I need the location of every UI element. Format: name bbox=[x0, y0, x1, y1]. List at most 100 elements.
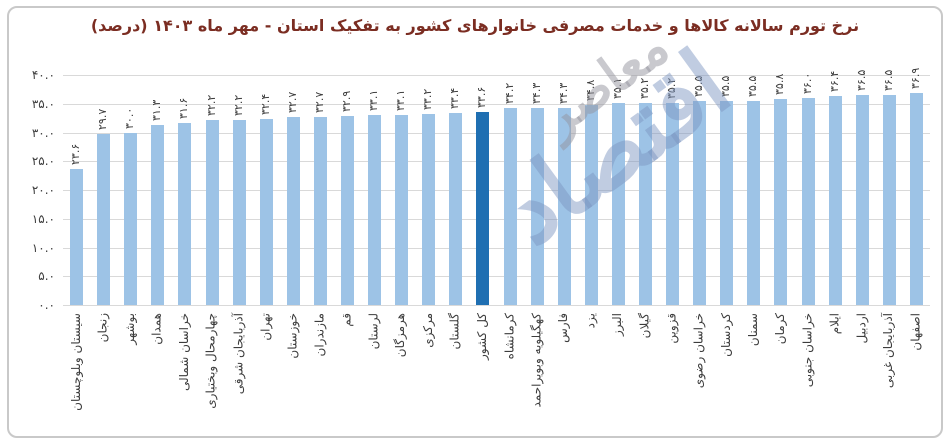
x-axis-label: زنجان bbox=[95, 313, 110, 343]
bar bbox=[855, 95, 869, 305]
bar bbox=[178, 123, 192, 305]
bar bbox=[584, 104, 598, 305]
bar bbox=[693, 100, 707, 305]
bar bbox=[530, 107, 544, 305]
bar bbox=[503, 108, 517, 305]
bar bbox=[557, 107, 571, 305]
bar bbox=[368, 114, 382, 305]
bar-value-label: ۳۰.۰ bbox=[123, 107, 137, 129]
bar-value-label: ۳۵.۵ bbox=[746, 75, 760, 97]
bar-value-label: ۲۹.۷ bbox=[96, 108, 110, 131]
bar-value-label: ۳۶.۴ bbox=[827, 70, 841, 92]
bar-value-label: ۳۵.۵ bbox=[692, 75, 706, 97]
x-axis-label: تهران bbox=[258, 313, 273, 341]
bar bbox=[205, 119, 219, 305]
bar bbox=[232, 119, 246, 305]
gridline bbox=[63, 103, 930, 105]
x-axis-label: سیستان وبلوچستان bbox=[68, 313, 83, 411]
bar-value-label: ۳۶.۵ bbox=[854, 69, 868, 92]
bar bbox=[611, 103, 625, 305]
x-axis-label: فارس bbox=[556, 313, 571, 343]
bar-value-label: ۳۴.۲ bbox=[502, 83, 516, 105]
y-axis-tick-label: ۰.۰ bbox=[38, 298, 55, 312]
bar bbox=[666, 102, 680, 305]
bar-value-label: ۳۱.۳ bbox=[150, 99, 164, 122]
bar-value-label: ۳۲.۴ bbox=[258, 93, 272, 115]
gridline bbox=[63, 75, 930, 76]
bar-value-label: ۲۳.۶ bbox=[69, 144, 83, 166]
x-axis-label: یزد bbox=[583, 313, 598, 329]
bar-value-label: ۳۲.۲ bbox=[204, 94, 218, 116]
bar-value-label: ۳۶.۰ bbox=[800, 72, 814, 94]
x-axis-label: قم bbox=[339, 313, 354, 327]
bar bbox=[151, 125, 165, 305]
bar bbox=[639, 102, 653, 305]
x-axis-label: بوشهر bbox=[122, 313, 137, 345]
bar-value-label: ۳۶.۹ bbox=[908, 67, 922, 89]
x-axis-label: اصفهان bbox=[908, 313, 923, 351]
x-axis-label: خراسان رضوی bbox=[691, 313, 706, 389]
x-axis-label: لرستان bbox=[366, 313, 381, 350]
x-axis-label: گیلان bbox=[637, 313, 652, 339]
x-axis-label: مازندران bbox=[312, 313, 327, 357]
y-axis-tick-label: ۵.۰ bbox=[38, 269, 55, 284]
bar-value-label: ۳۵.۸ bbox=[773, 73, 787, 96]
x-axis-label: البرز bbox=[610, 313, 625, 337]
bar bbox=[286, 116, 300, 305]
x-axis-label: ایلام bbox=[827, 313, 842, 335]
bar bbox=[70, 169, 84, 305]
bar-value-label: ۳۴.۳ bbox=[556, 82, 570, 104]
bar bbox=[801, 98, 815, 305]
bar bbox=[340, 115, 354, 305]
gridline bbox=[63, 190, 930, 191]
bar-value-label: ۳۱.۶ bbox=[177, 98, 191, 120]
bar-value-label: ۳۴.۳ bbox=[529, 82, 543, 104]
bar-value-label: ۳۲.۹ bbox=[339, 90, 353, 112]
bar-value-label: ۳۴.۸ bbox=[583, 79, 597, 101]
bar bbox=[909, 92, 923, 305]
gridline bbox=[63, 276, 930, 278]
bar-value-label: ۳۳.۱ bbox=[394, 89, 408, 111]
x-axis-label: مرکزی bbox=[420, 313, 435, 348]
x-axis-label: اردبیل bbox=[854, 313, 869, 344]
bar-value-label: ۳۶.۵ bbox=[881, 69, 895, 92]
bar-value-label: ۳۵.۱ bbox=[610, 77, 624, 100]
bar bbox=[828, 95, 842, 305]
bar bbox=[720, 100, 734, 305]
bar-value-label: ۳۲.۷ bbox=[285, 91, 299, 113]
x-axis-label: خوزستان bbox=[285, 313, 300, 359]
y-axis-tick-label: ۲۵.۰ bbox=[31, 154, 55, 169]
x-axis-label: کرمان bbox=[772, 313, 787, 345]
y-axis-tick-label: ۴۰.۰ bbox=[31, 68, 55, 82]
x-axis-label: آذربایجان غربی bbox=[881, 313, 896, 389]
y-axis-tick-label: ۱۰.۰ bbox=[31, 240, 55, 255]
x-axis-label: کهگیلویه وبویراحمد bbox=[529, 313, 544, 408]
x-axis-label: سمنان bbox=[745, 313, 760, 347]
bar bbox=[449, 112, 463, 305]
x-axis-label: همدان bbox=[149, 313, 164, 345]
x-axis-label: گلستان bbox=[447, 313, 462, 350]
bar-value-label: ۳۳.۴ bbox=[448, 87, 462, 109]
gridline bbox=[63, 247, 930, 249]
gridline bbox=[63, 305, 930, 306]
y-axis-tick-label: ۱۵.۰ bbox=[31, 211, 55, 226]
bar-value-label: ۳۵.۲ bbox=[665, 77, 679, 99]
x-axis-label: چهارمحال وبختیاری bbox=[204, 313, 219, 409]
bar bbox=[774, 99, 788, 305]
bar-total-country bbox=[476, 111, 490, 305]
chart-title: نرخ تورم سالانه کالاها و خدمات مصرفی خان… bbox=[90, 16, 860, 35]
bar bbox=[422, 114, 436, 305]
x-axis-label: قزوین bbox=[664, 313, 679, 344]
bar bbox=[124, 132, 138, 305]
x-axis-label: خراسان شمالی bbox=[176, 313, 191, 392]
y-axis-tick-label: ۳۰.۰ bbox=[31, 125, 55, 140]
gridline bbox=[63, 161, 930, 163]
bar-value-label: ۳۳.۲ bbox=[421, 88, 435, 111]
x-axis-label: کرمانشاه bbox=[502, 313, 517, 360]
bar-value-label: ۳۲.۷ bbox=[312, 91, 326, 113]
x-axis-label: هرمزگان bbox=[393, 313, 408, 358]
bar-value-label: ۳۵.۵ bbox=[719, 75, 733, 97]
bar-value-label: ۳۵.۲ bbox=[638, 77, 652, 99]
gridline bbox=[63, 132, 930, 134]
